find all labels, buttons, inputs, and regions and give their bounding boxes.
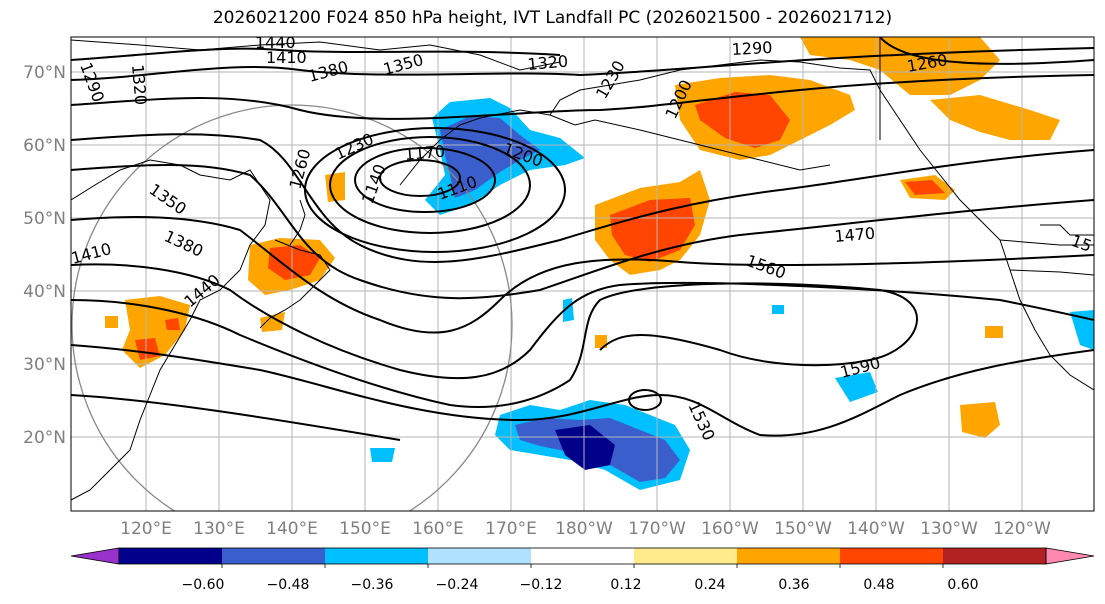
contour-label: 1290 [731, 38, 773, 59]
colorbar-tick-label: 0.36 [778, 577, 809, 593]
colorbar-tick-label: −0.36 [351, 577, 394, 593]
lon-label: 130°W [920, 519, 978, 539]
lon-label: 160°W [701, 519, 759, 539]
lat-label: 40°N [23, 282, 66, 302]
lat-label: 50°N [23, 209, 66, 229]
lat-label: 70°N [23, 63, 66, 83]
colorbar-tick-label: 0.60 [947, 577, 978, 593]
lat-label: 60°N [23, 136, 66, 156]
colorbar-tick-label: 0.12 [610, 577, 641, 593]
map-border [70, 36, 1095, 512]
colorbar-segment [531, 548, 635, 564]
colorbar-segment [840, 548, 944, 564]
colorbar-segment [943, 548, 1047, 564]
graticule [71, 37, 1094, 511]
contour-label: 1320 [527, 52, 569, 74]
colorbar-border [118, 547, 1047, 565]
lon-label: 140°E [266, 519, 318, 539]
range-circle [71, 104, 513, 511]
colorbar-segment [634, 548, 738, 564]
colorbar-tick-label: 0.48 [863, 577, 894, 593]
lat-label: 20°N [23, 428, 66, 448]
lon-label: 170°E [485, 519, 537, 539]
colorbar-segment [119, 548, 223, 564]
lon-label: 170°W [628, 519, 686, 539]
colorbar [70, 547, 1095, 568]
colorbar-segment [737, 548, 841, 564]
lon-label: 120°W [993, 519, 1051, 539]
colorbar-tick-label: −0.24 [436, 577, 479, 593]
colorbar-tick-label: −0.12 [520, 577, 563, 593]
contour-label: 1410 [266, 48, 307, 67]
colorbar-tick-label: −0.48 [267, 577, 310, 593]
colorbar-segment [325, 548, 429, 564]
lat-label: 30°N [23, 355, 66, 375]
lon-label: 150°W [774, 519, 832, 539]
contour-label: 1320 [128, 64, 150, 106]
lon-label: 180°W [555, 519, 613, 539]
map-title: 2026021200 F024 850 hPa height, IVT Land… [212, 8, 893, 28]
contour-label: 1170 [404, 142, 446, 164]
lon-label: 140°W [847, 519, 905, 539]
height-contours [71, 37, 1094, 441]
latitude-labels: 70°N 60°N 50°N 40°N 30°N 20°N [23, 63, 66, 448]
colorbar-tick-label: 0.24 [694, 577, 725, 593]
contour-label: 1440 [255, 33, 296, 52]
colorbar-segment [428, 548, 532, 564]
lon-label: 120°E [120, 519, 172, 539]
colorbar-tick-label: −0.60 [182, 577, 225, 593]
colorbar-ticks: −0.60 −0.48 −0.36 −0.24 −0.12 0.12 0.24 … [182, 577, 979, 593]
ivt-shading [105, 37, 1094, 490]
lon-label: 160°E [412, 519, 464, 539]
colorbar-extend-high [1045, 547, 1095, 565]
colorbar-extend-low [70, 547, 120, 565]
lon-label: 130°E [193, 519, 245, 539]
colorbar-segment [222, 548, 326, 564]
longitude-labels: 120°E 130°E 140°E 150°E 160°E 170°E 180°… [120, 519, 1051, 539]
lon-label: 150°E [339, 519, 391, 539]
contour-label: 1470 [834, 224, 876, 246]
